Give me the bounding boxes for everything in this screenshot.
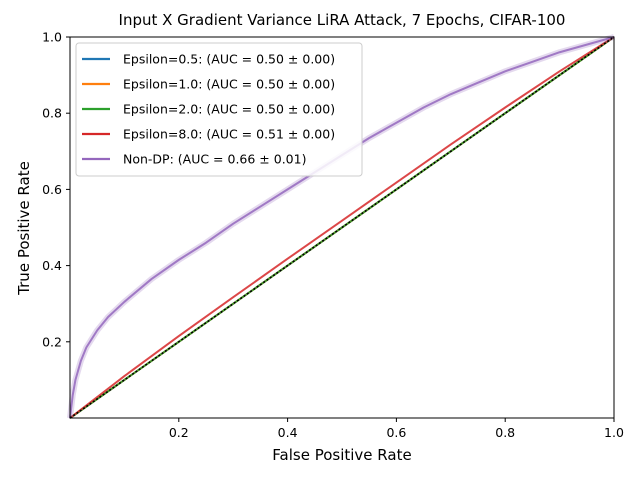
y-tick-label: 0.6 [42, 182, 62, 197]
y-tick-label: 1.0 [42, 30, 62, 45]
x-tick-label: 0.2 [169, 425, 189, 440]
legend-label-4: Non-DP: (AUC = 0.66 ± 0.01) [123, 152, 306, 167]
legend-label-2: Epsilon=2.0: (AUC = 0.50 ± 0.00) [123, 102, 335, 117]
series-3-line [69, 36, 615, 419]
legend: Epsilon=0.5: (AUC = 0.50 ± 0.00) Epsilon=… [75, 42, 363, 177]
plot-border [69, 36, 615, 419]
chart-title: Input X Gradient Variance LiRA Attack, 7… [119, 11, 566, 29]
legend-frame [75, 42, 363, 177]
x-tick-label: 0.4 [278, 425, 298, 440]
x-tick-label: 1.0 [604, 425, 624, 440]
y-tick-label: 0.4 [42, 258, 62, 273]
x-axis-ticks: 0.2 0.4 0.6 0.8 1.0 [169, 418, 624, 440]
x-axis-title: False Positive Rate [272, 446, 411, 464]
x-tick-label: 0.6 [386, 425, 406, 440]
y-tick-label: 0.8 [42, 106, 62, 121]
series-4-line [69, 36, 615, 419]
x-tick-label: 0.8 [495, 425, 515, 440]
y-tick-label: 0.2 [42, 334, 62, 349]
legend-label-1: Epsilon=1.0: (AUC = 0.50 ± 0.00) [123, 77, 335, 92]
y-axis-ticks: 0.2 0.4 0.6 0.8 1.0 [42, 30, 70, 349]
legend-items: Epsilon=0.5: (AUC = 0.50 ± 0.00) Epsilon=… [82, 52, 335, 167]
legend-label-3: Epsilon=8.0: (AUC = 0.51 ± 0.00) [123, 127, 335, 142]
y-axis-title: True Positive Rate [15, 161, 33, 296]
legend-label-0: Epsilon=0.5: (AUC = 0.50 ± 0.00) [123, 52, 335, 67]
chance-reference-line [69, 36, 615, 419]
